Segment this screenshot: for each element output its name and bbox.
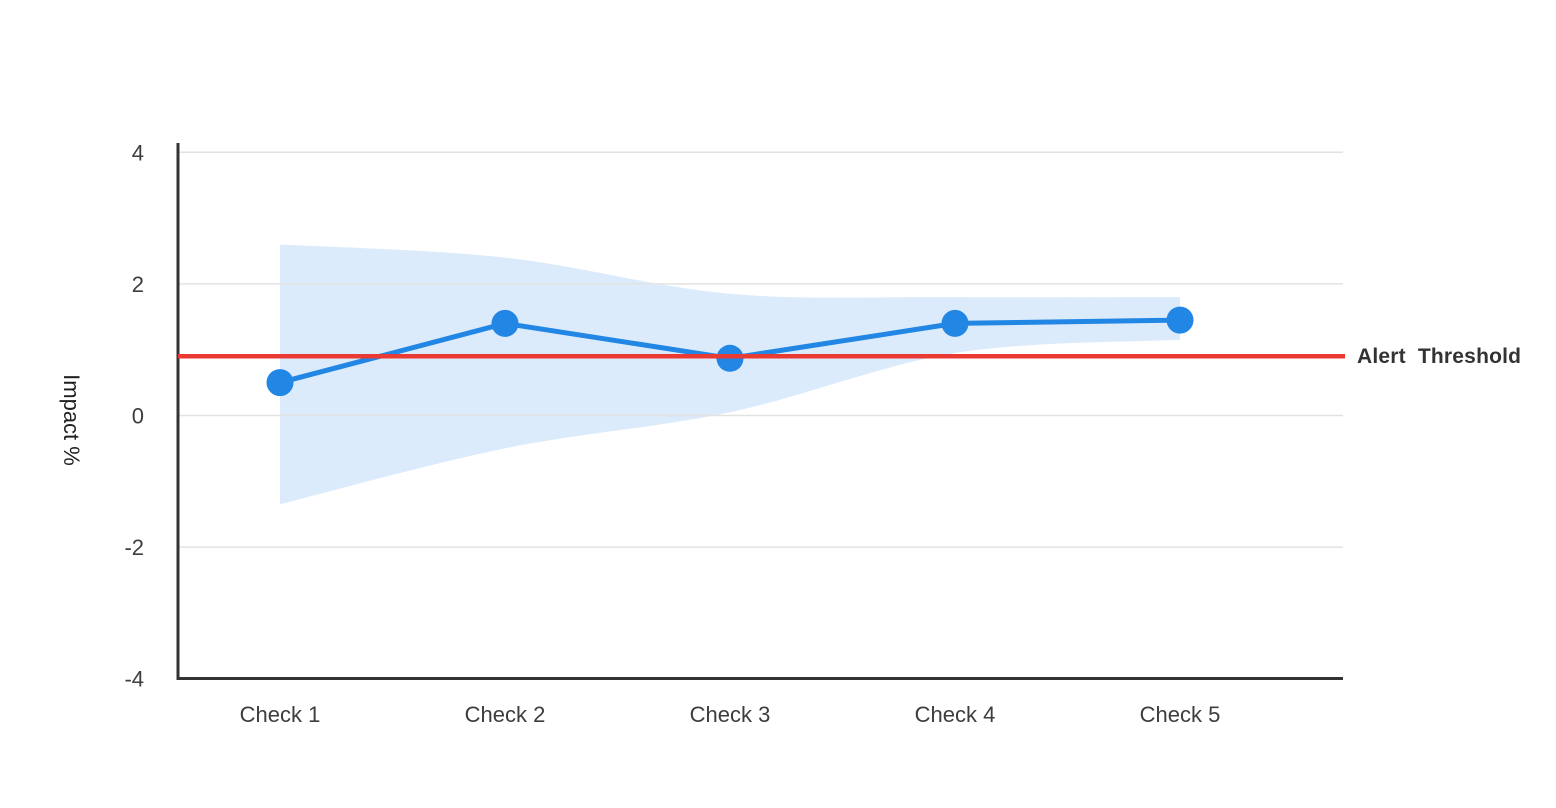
y-axis-title: Impact % — [59, 374, 84, 466]
data-point-5 — [1166, 306, 1194, 334]
y-tick-labels: 4 2 0 -2 -4 — [124, 140, 144, 691]
gridlines — [178, 151, 1343, 680]
x-tick-label: Check 4 — [915, 702, 996, 727]
x-tick-label: Check 1 — [240, 702, 321, 727]
x-tick-label: Check 3 — [690, 702, 771, 727]
data-point-4 — [941, 309, 969, 337]
y-tick-label: 2 — [132, 272, 144, 297]
y-tick-label: -4 — [124, 667, 144, 692]
y-tick-label: -2 — [124, 535, 144, 560]
x-tick-label: Check 2 — [465, 702, 546, 727]
y-tick-label: 0 — [132, 404, 144, 429]
y-tick-label: 4 — [132, 140, 144, 165]
x-tick-labels: Check 1 Check 2 Check 3 Check 4 Check 5 — [240, 702, 1221, 727]
data-point-1 — [266, 369, 294, 397]
confidence-band — [280, 244, 1180, 505]
x-tick-label: Check 5 — [1140, 702, 1221, 727]
data-point-2 — [491, 309, 519, 337]
threshold-label: Alert Threshold — [1357, 345, 1521, 368]
